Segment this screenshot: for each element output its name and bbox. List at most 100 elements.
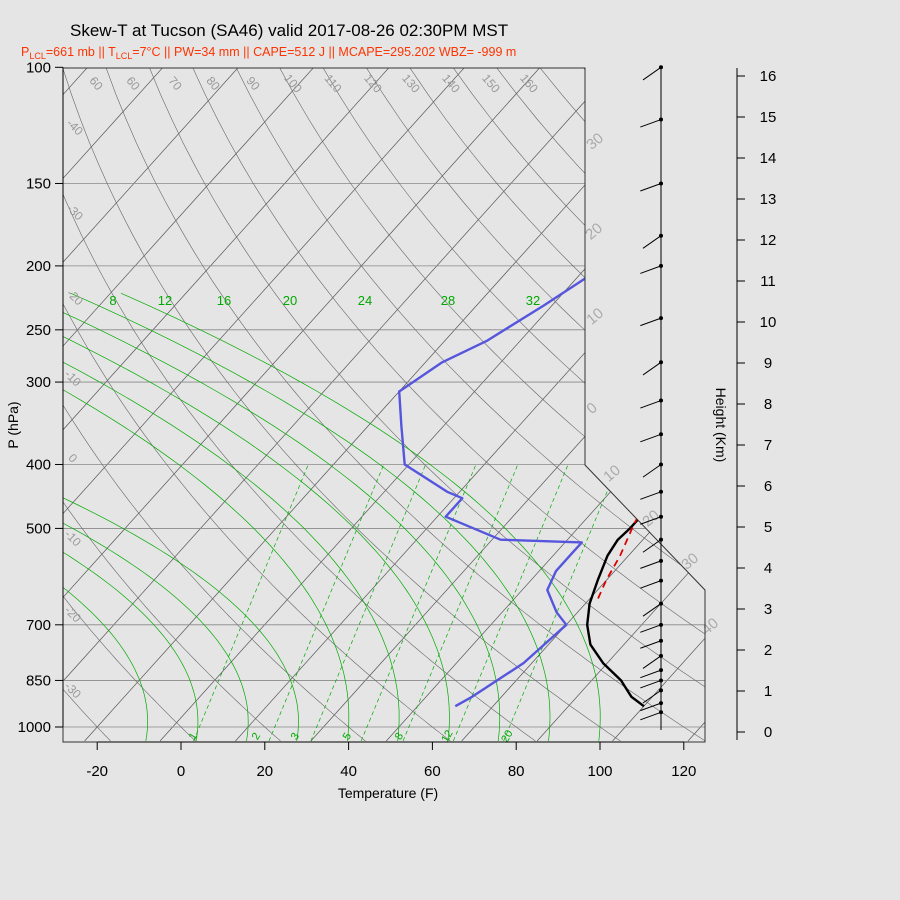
y-tick-label: 500 [26,520,51,537]
height-tick-label: 10 [760,314,777,331]
mixing-ratio-bottom-label: 3 [289,731,302,742]
isotherm-left-label: -10 [62,527,84,549]
moist-adiabat-line [63,292,299,742]
height-tick-label: 12 [760,232,777,249]
isotherm-left-label: -20 [62,603,84,625]
mixing-ratio-line [193,464,309,742]
dry-adiabat-line [452,68,705,742]
wind-barb-shaft [640,669,662,679]
dry-adiabat-line [669,68,705,742]
dry-adiabat-label: 110 [322,72,345,96]
y-tick-label: 700 [26,617,51,634]
isotherm-left-label: -20 [64,286,86,308]
isotherm-right-label: 40 [698,615,722,639]
mixing-ratio-line [310,464,426,742]
mixing-ratio-top-label: 12 [158,293,172,308]
mixing-ratio-top-label: 8 [109,293,116,308]
isotherm-right-label: 30 [678,550,702,574]
wind-barb-shaft [640,433,662,443]
wind-barb-shaft [642,361,662,376]
mixing-ratio-bottom-label: 12 [439,728,456,745]
y-tick-label: 150 [26,175,51,192]
isotherm-line [63,68,239,742]
isotherm-line [461,68,705,742]
isotherm-left-label: -10 [62,367,84,389]
height-tick-label: 1 [764,683,772,700]
dry-adiabat-label: 130 [399,71,423,96]
moist-adiabat-line [63,292,450,742]
wind-barb-shaft [640,679,662,689]
dry-adiabat-label: 140 [439,71,463,96]
dry-adiabat-line [63,68,281,742]
dry-adiabat-label: 150 [479,71,503,96]
height-tick-label: 3 [764,601,772,618]
y-tick-label: 1000 [18,719,51,736]
y-axis-label: P (hPa) [5,401,21,448]
height-tick-label: 4 [764,560,772,577]
wind-barb-shaft [640,702,662,712]
isobar-lines [63,183,705,728]
x-tick-label: 120 [671,763,696,780]
dry-adiabat-label: 90 [243,74,263,93]
isotherm-right-label: 20 [582,220,606,244]
wind-barb-shaft [640,119,662,128]
moist-adiabat-line [63,292,400,742]
height-tick-label: 9 [764,355,772,372]
sounding-series [398,68,705,708]
dry-adiabat-line [149,68,705,742]
x-tick-label: 100 [587,763,612,780]
y-tick-label: 300 [26,374,51,391]
isotherm-line [63,68,465,742]
height-tick-label: 7 [764,437,772,454]
wind-barb-shaft [642,66,662,81]
wind-barb-shaft [640,400,662,409]
dry-adiabat-line [279,68,705,742]
wind-barb-shaft [640,711,662,721]
height-tick-label: 5 [764,519,772,536]
axes: -20 0 20 40 60 80 100 1201001502002503004005007… [18,59,697,780]
x-tick-label: 0 [177,763,185,780]
x-tick-label: -20 [86,763,108,780]
mixing-ratio-bottom-label: 8 [393,731,406,742]
mixing-ratio-top-label: 32 [526,293,540,308]
y-tick-label: 200 [26,258,51,275]
height-tick-label: 11 [760,273,776,290]
isotherm-right-label: 20 [639,507,663,531]
isotherm-right-label: 10 [583,305,607,329]
isotherm-line [159,68,705,742]
moist-adiabat-line [63,292,148,742]
dry-adiabat-line [105,68,705,742]
series-parcel-line [596,329,705,600]
height-tick-label: 6 [764,478,772,495]
moist-adiabat-line [63,292,249,742]
y-tick-label: 250 [26,322,51,339]
isotherm-line [612,68,705,742]
mixing-ratio-line [268,464,385,742]
plot-border [62,67,706,743]
wind-barb-shaft [640,183,662,192]
dry-adiabat-line [63,68,111,742]
height-tick-label: 15 [760,109,777,126]
moist-adiabat-line [63,292,199,742]
isotherm-right-label: 30 [583,130,607,154]
y-tick-label: 400 [26,456,51,473]
dry-adiabat-line [63,68,366,742]
wind-barb-shaft [640,516,662,525]
isotherm-left-label: -30 [62,679,84,701]
dry-adiabat-label: 120 [361,71,385,96]
mixing-ratio-top-label: 28 [441,293,455,308]
series-temperature-line [586,68,705,708]
mixing-ratio-bottom-label: 1 [187,731,200,742]
height-axis-label: Height (Km) [713,388,729,463]
mixing-ratio-line [360,464,477,742]
height-tick-label: 0 [764,724,772,741]
isotherm-line [63,68,541,742]
dry-adiabat-line [63,68,536,742]
isotherm-line [63,68,164,742]
dry-adiabat-label: 80 [203,74,223,93]
wind-barb-shaft [640,640,662,649]
chart-title: Skew-T at Tucson (SA46) valid 2017-08-26… [70,21,508,40]
isotherm-right-label: 0 [583,399,600,417]
wind-barb-shaft [640,491,662,500]
